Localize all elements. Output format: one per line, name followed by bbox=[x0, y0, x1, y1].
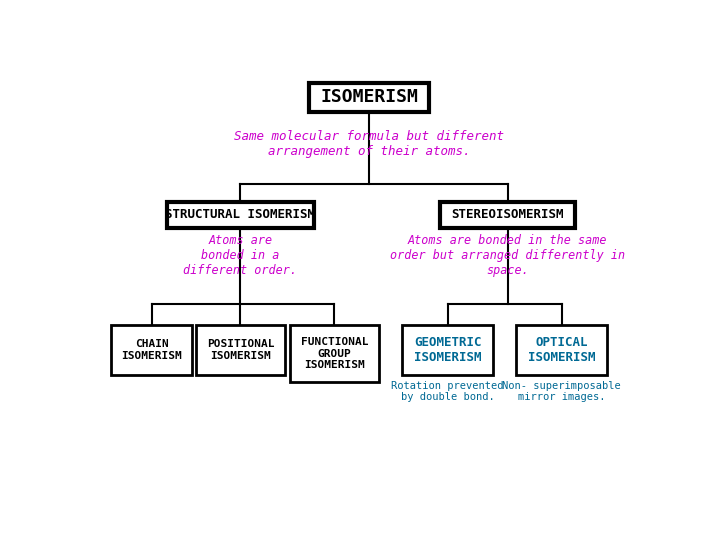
Text: STEREOISOMERISM: STEREOISOMERISM bbox=[451, 208, 564, 221]
Text: GEOMETRIC
ISOMERISM: GEOMETRIC ISOMERISM bbox=[414, 336, 481, 364]
FancyBboxPatch shape bbox=[310, 83, 428, 112]
FancyBboxPatch shape bbox=[196, 325, 284, 375]
Text: Rotation prevented
by double bond.: Rotation prevented by double bond. bbox=[391, 381, 504, 402]
Text: ISOMERISM: ISOMERISM bbox=[320, 88, 418, 106]
Text: POSITIONAL
ISOMERISM: POSITIONAL ISOMERISM bbox=[207, 339, 274, 361]
FancyBboxPatch shape bbox=[290, 325, 379, 382]
Text: FUNCTIONAL
GROUP
ISOMERISM: FUNCTIONAL GROUP ISOMERISM bbox=[301, 337, 368, 370]
FancyBboxPatch shape bbox=[112, 325, 192, 375]
FancyBboxPatch shape bbox=[402, 325, 493, 375]
Text: OPTICAL
ISOMERISM: OPTICAL ISOMERISM bbox=[528, 336, 595, 364]
Text: Non- superimposable
mirror images.: Non- superimposable mirror images. bbox=[502, 381, 621, 402]
Text: Same molecular formula but different
arrangement of their atoms.: Same molecular formula but different arr… bbox=[234, 130, 504, 158]
Text: CHAIN
ISOMERISM: CHAIN ISOMERISM bbox=[122, 339, 182, 361]
FancyBboxPatch shape bbox=[167, 202, 314, 228]
Text: Atoms are
bonded in a
different order.: Atoms are bonded in a different order. bbox=[184, 234, 297, 277]
FancyBboxPatch shape bbox=[440, 202, 575, 228]
Text: Atoms are bonded in the same
order but arranged differently in
space.: Atoms are bonded in the same order but a… bbox=[390, 234, 625, 277]
FancyBboxPatch shape bbox=[516, 325, 607, 375]
Text: STRUCTURAL ISOMERISM: STRUCTURAL ISOMERISM bbox=[166, 208, 315, 221]
